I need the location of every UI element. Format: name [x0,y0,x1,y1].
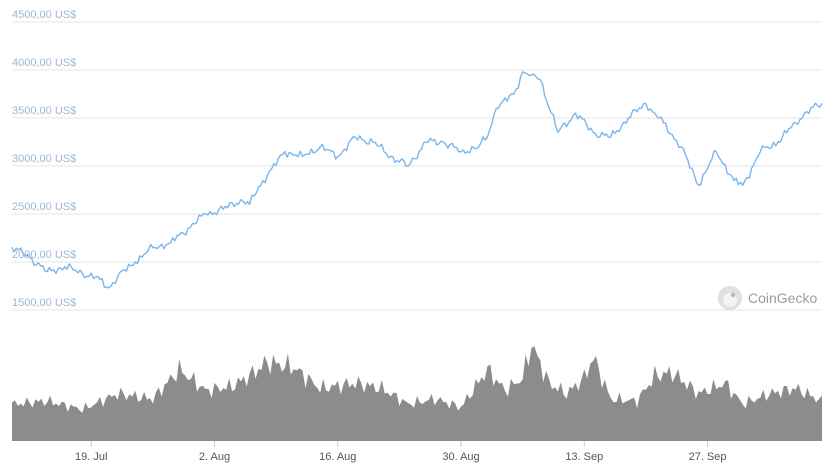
price-point [486,136,489,138]
y-tick-label: 4000,00 US$ [12,57,76,69]
price-point [319,146,321,148]
price-point [64,266,66,268]
price-point [152,247,154,249]
y-tick-label: 2500,00 US$ [12,201,76,213]
price-point [266,175,268,177]
price-point [592,131,594,133]
price-point [108,287,110,289]
price-point [249,203,251,205]
price-point [134,261,136,263]
price-point [257,186,260,188]
price-point [522,71,524,73]
price-point [169,242,172,244]
price-point [284,151,286,153]
price-point [301,155,304,157]
price-point [742,184,744,186]
price-point [389,155,392,157]
price-point [460,151,462,153]
price-point [513,93,515,95]
price-point [715,151,717,153]
price-point [794,122,797,124]
price-point [777,141,779,143]
price-point [407,165,409,167]
price-point [557,131,559,133]
price-point [81,272,84,275]
x-tick-label: 27. Sep [689,451,727,463]
price-point [240,199,242,201]
price-point [821,103,823,105]
price-point [495,107,497,109]
price-point [662,122,665,124]
price-point [117,275,119,277]
price-point [645,103,647,105]
x-tick-label: 2. Aug [199,451,230,463]
x-tick-label: 30. Aug [442,451,479,463]
price-point [205,213,207,215]
price-point [46,271,48,273]
price-point [442,141,445,143]
volume-area [12,346,822,441]
y-tick-label: 4500,00 US$ [12,9,76,21]
price-point [11,247,13,249]
price-point [222,208,224,210]
y-tick-label: 3500,00 US$ [12,105,76,117]
price-point [187,227,189,229]
price-point [803,112,805,114]
gecko-logo-icon [718,286,742,310]
coingecko-watermark: CoinGecko [718,286,817,310]
price-point [354,136,356,138]
x-tick-label: 16. Aug [319,451,356,463]
price-point [539,79,541,81]
price-point [627,117,629,119]
price-series-line [11,71,823,289]
price-point [372,141,374,143]
x-tick-label: 13. Sep [565,451,603,463]
price-point [574,112,577,114]
x-tick-label: 19. Jul [75,451,107,463]
price-point [425,141,427,143]
grid-lines [12,21,822,311]
x-axis-labels: 19. Jul 2. Aug 16. Aug 30. Aug 13. Sep 27. Se… [75,441,727,463]
price-point [654,112,656,114]
volume-bars [12,346,822,441]
y-tick-label: 2000,00 US$ [12,249,76,261]
price-point [337,155,339,157]
price-point [733,179,735,181]
price-line [11,71,823,289]
price-point [698,184,700,186]
price-point [478,146,480,148]
price-point [99,278,101,280]
watermark-label: CoinGecko [748,290,817,306]
y-tick-label: 3000,00 US$ [12,153,76,165]
price-point [759,151,761,153]
y-tick-label: 1500,00 US$ [12,297,76,309]
y-axis-labels: 1500,00 US$ 2000,00 US$ 2500,00 US$ 3000,00… [12,9,76,309]
price-point [29,256,31,258]
price-point [610,136,612,138]
price-point [530,74,533,76]
price-point [680,146,682,148]
